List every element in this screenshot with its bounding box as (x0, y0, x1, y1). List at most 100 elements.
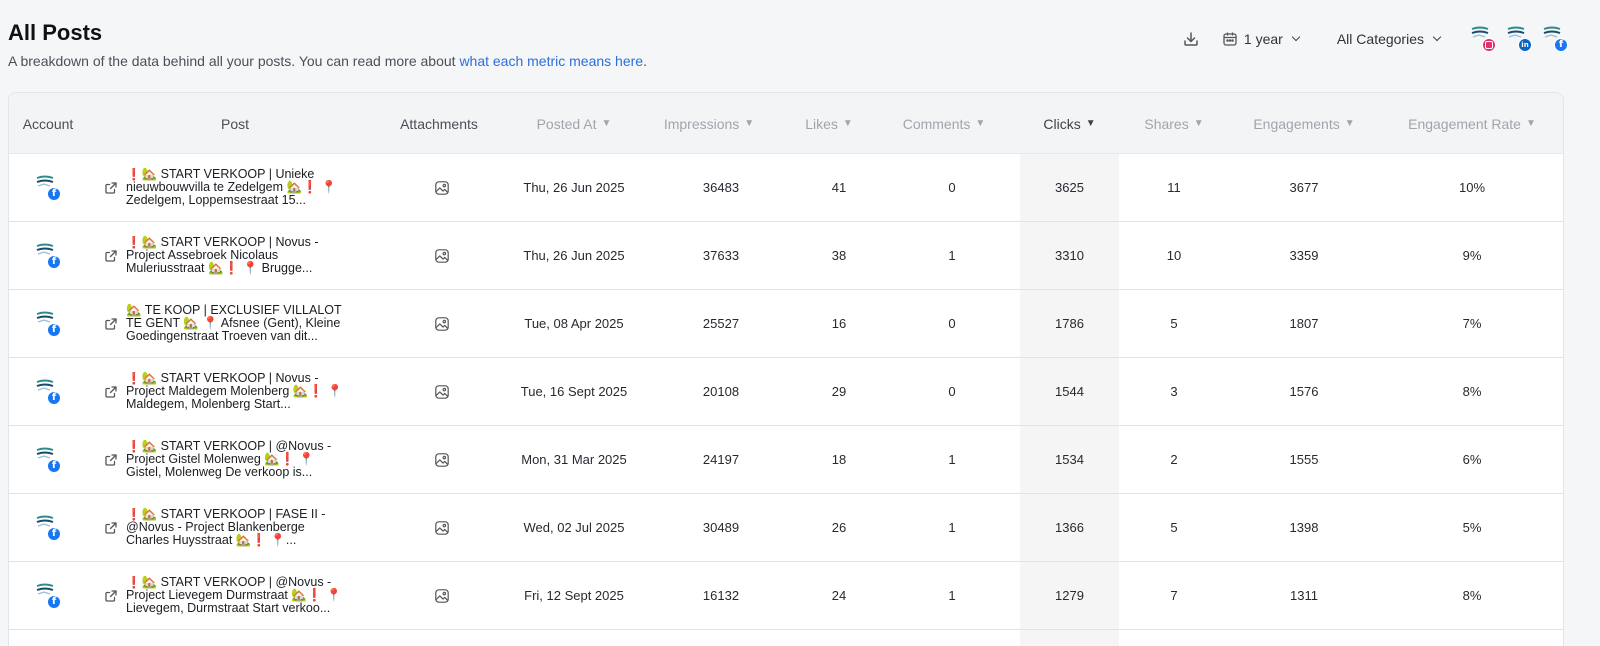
clicks-cell: 1534 (1055, 452, 1084, 467)
column-header-engagements[interactable]: Engagements ▼ (1253, 115, 1355, 132)
shares-cell: 5 (1170, 520, 1178, 535)
chevron-down-icon (1291, 32, 1301, 42)
image-attachment-icon[interactable] (434, 384, 450, 400)
clicks-cell: 3310 (1055, 248, 1084, 263)
external-link-icon[interactable] (104, 385, 118, 399)
likes-cell: 16 (831, 316, 847, 331)
image-attachment-icon[interactable] (434, 180, 450, 196)
image-attachment-icon[interactable] (434, 588, 450, 604)
brand-logo-icon (1471, 26, 1489, 38)
column-header-post: Post (220, 115, 249, 132)
metrics-help-link[interactable]: what each metric means here (459, 53, 644, 69)
comments-cell: 1 (948, 452, 956, 467)
account-cell: f (9, 358, 87, 425)
post-cell: ❗🏡 START VERKOOP | @Novus - Project Liev… (104, 562, 364, 629)
post-text: ❗🏡 START VERKOOP | Unieke nieuwbouwvilla… (126, 168, 337, 207)
external-link-icon[interactable] (104, 181, 118, 195)
post-text: ❗🏡 START VERKOOP | @Novus - Project Gist… (126, 440, 332, 479)
image-attachment-icon[interactable] (434, 452, 450, 468)
attachments-cell (392, 562, 492, 629)
posted-at-cell: Thu, 26 Jun 2025 (523, 180, 625, 195)
account-cell: f (9, 154, 87, 221)
likes-cell: 26 (831, 520, 847, 535)
comments-cell: 0 (948, 180, 956, 195)
column-header-posted-at[interactable]: Posted At ▼ (536, 115, 612, 132)
column-header-clicks[interactable]: Clicks ▼ (1043, 115, 1096, 132)
engagement-rate-cell: 9% (1462, 248, 1482, 263)
table-row[interactable]: f ❗🏡 START VERKOOP | @Novus - Project Li… (9, 562, 1563, 630)
table-header: Account Post Attachments Posted At ▼ Impr… (9, 93, 1563, 154)
impressions-cell: 30489 (702, 520, 740, 535)
attachments-cell (392, 290, 492, 357)
likes-cell: 38 (831, 248, 847, 263)
sorted-column-highlight (1020, 154, 1119, 646)
table-row[interactable]: f 🏡 TE KOOP | EXCLUSIEF VILLALOT TE GENT… (9, 290, 1563, 358)
column-header-shares[interactable]: Shares ▼ (1144, 115, 1204, 132)
account-cell: f (9, 222, 87, 289)
facebook-icon: f (47, 390, 61, 405)
category-dropdown[interactable]: All Categories (1337, 31, 1442, 47)
sort-arrow-icon: ▼ (744, 118, 755, 129)
brand-logo-icon (36, 583, 54, 595)
date-range-dropdown[interactable]: 1 year (1222, 31, 1301, 47)
clicks-cell: 1366 (1055, 520, 1084, 535)
sort-arrow-icon: ▼ (1085, 118, 1096, 129)
likes-cell: 24 (831, 588, 847, 603)
post-text: ❗🏡 START VERKOOP | FASE II - @Novus - Pr… (126, 508, 326, 547)
posted-at-cell: Tue, 08 Apr 2025 (524, 316, 624, 331)
facebook-icon: f (47, 186, 61, 201)
column-header-engagement-rate[interactable]: Engagement Rate ▼ (1408, 115, 1536, 132)
external-link-icon[interactable] (104, 317, 118, 331)
column-header-impressions[interactable]: Impressions ▼ (663, 115, 755, 132)
shares-cell: 11 (1167, 180, 1181, 195)
post-text: ❗🏡 START VERKOOP | @Novus - Project Liev… (126, 576, 342, 615)
table-row[interactable]: f ❗🏡 START VERKOOP | Unieke nieuwbouwvil… (9, 154, 1563, 222)
post-cell: ❗🏡 START VERKOOP | Novus - Project Asseb… (104, 222, 364, 289)
engagement-rate-cell: 8% (1462, 588, 1482, 603)
post-text: 🏡 TE KOOP | EXCLUSIEF VILLALOT TE GENT 🏡… (126, 304, 342, 343)
impressions-cell: 24197 (702, 452, 740, 467)
impressions-cell: 36483 (702, 180, 740, 195)
image-attachment-icon[interactable] (434, 520, 450, 536)
engagement-rate-cell: 7% (1462, 316, 1482, 331)
table-row[interactable]: f ❗🏡 START VERKOOP | FASE II - @Novus - … (9, 494, 1563, 562)
sort-arrow-icon: ▼ (842, 118, 853, 129)
image-attachment-icon[interactable] (434, 248, 450, 264)
external-link-icon[interactable] (104, 453, 118, 467)
table-row[interactable]: f ❗🏡 START VERKOOP | Novus - Project Mal… (9, 358, 1563, 426)
brand-logo-icon (1543, 26, 1561, 38)
image-attachment-icon[interactable] (434, 316, 450, 332)
posted-at-cell: Mon, 31 Mar 2025 (521, 452, 627, 467)
download-icon (1184, 32, 1198, 46)
subtitle-text: A breakdown of the data behind all your … (8, 53, 460, 69)
brand-logo-icon (36, 379, 54, 391)
attachments-cell (392, 358, 492, 425)
account-toggle-linkedin[interactable]: in (1506, 26, 1532, 52)
facebook-icon: f (47, 322, 61, 337)
comments-cell: 1 (948, 588, 956, 603)
column-header-account: Account (22, 115, 74, 132)
posted-at-cell: Thu, 26 Jun 2025 (523, 248, 625, 263)
table-row[interactable]: f ❗🏡 START VERKOOP | @Novus - Project Gi… (9, 426, 1563, 494)
download-button[interactable] (1182, 30, 1200, 48)
post-cell: ❗🏡 START VERKOOP | @Novus - Project Gist… (104, 426, 364, 493)
column-header-likes[interactable]: Likes ▼ (805, 115, 853, 132)
engagement-rate-cell: 6% (1462, 452, 1482, 467)
external-link-icon[interactable] (104, 589, 118, 603)
account-toggle-facebook[interactable]: f (1542, 26, 1568, 52)
table-row[interactable]: f ❗🏡 START VERKOOP | Novus - Project Ass… (9, 222, 1563, 290)
post-cell: ❗🏡 START VERKOOP | Novus - Project Malde… (104, 358, 364, 425)
shares-cell: 5 (1170, 316, 1178, 331)
external-link-icon[interactable] (104, 249, 118, 263)
facebook-icon: f (47, 594, 61, 609)
engagements-cell: 1311 (1290, 588, 1318, 603)
instagram-icon (1482, 38, 1496, 52)
comments-cell: 0 (948, 384, 956, 399)
account-toggle-instagram[interactable] (1470, 26, 1496, 52)
column-header-comments[interactable]: Comments ▼ (902, 115, 986, 132)
external-link-icon[interactable] (104, 521, 118, 535)
attachments-cell (392, 494, 492, 561)
calendar-icon (1223, 32, 1237, 46)
account-cell: f (9, 562, 87, 629)
account-avatar: f (35, 175, 61, 201)
